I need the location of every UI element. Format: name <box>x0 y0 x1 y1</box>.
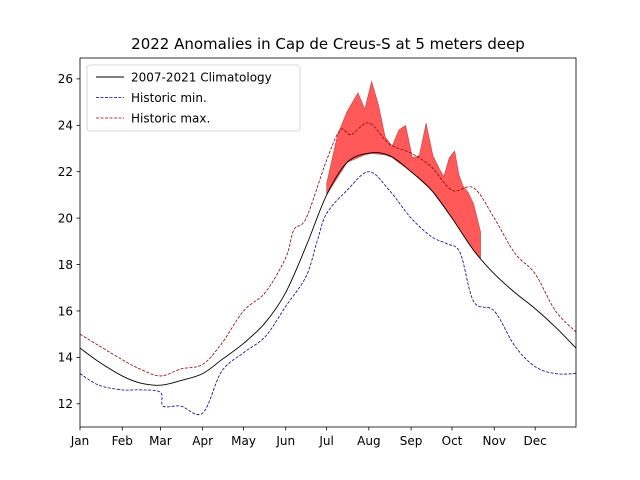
y-tick-label-3: 18 <box>58 258 73 272</box>
legend: 2007-2021 Climatology Historic min. Histor… <box>86 64 301 132</box>
legend-box <box>86 64 301 132</box>
x-tick-label-0: Jan <box>70 434 90 448</box>
y-tick-label-1: 14 <box>58 351 73 365</box>
x-tick-label-11: Dec <box>524 434 547 448</box>
y-tick-label-5: 22 <box>58 165 73 179</box>
legend-label-1: Historic min. <box>131 91 207 105</box>
series-line-1 <box>80 171 576 416</box>
x-tick-label-9: Oct <box>442 434 463 448</box>
data-layer <box>80 80 576 416</box>
y-tick-label-0: 12 <box>58 397 73 411</box>
x-tick-label-10: Nov <box>483 434 506 448</box>
y-tick-label-6: 24 <box>58 119 73 133</box>
legend-label-0: 2007-2021 Climatology <box>131 70 272 84</box>
x-tick-label-1: Feb <box>112 434 133 448</box>
y-tick-label-2: 16 <box>58 304 73 318</box>
y-tick-label-7: 26 <box>58 72 73 86</box>
y-tick-label-4: 20 <box>58 211 73 225</box>
series-line-2 <box>80 122 576 377</box>
x-tick-label-4: May <box>231 434 256 448</box>
plot-area: 12 14 16 18 20 22 24 26 Jan Feb Mar Apr May Jun Jul Aug… <box>58 57 577 448</box>
x-tick-label-2: Mar <box>149 434 172 448</box>
axes-frame <box>79 57 577 428</box>
chart-title: 2022 Anomalies in Cap de Creus-S at 5 me… <box>131 35 525 53</box>
series-line-0 <box>80 152 576 386</box>
x-tick-label-8: Sep <box>400 434 423 448</box>
x-tick-label-5: Jun <box>275 434 295 448</box>
x-tick-label-7: Aug <box>357 434 380 448</box>
x-tick-label-3: Apr <box>192 434 213 448</box>
legend-label-2: Historic max. <box>131 111 210 125</box>
x-tick-label-6: Jul <box>318 434 333 448</box>
